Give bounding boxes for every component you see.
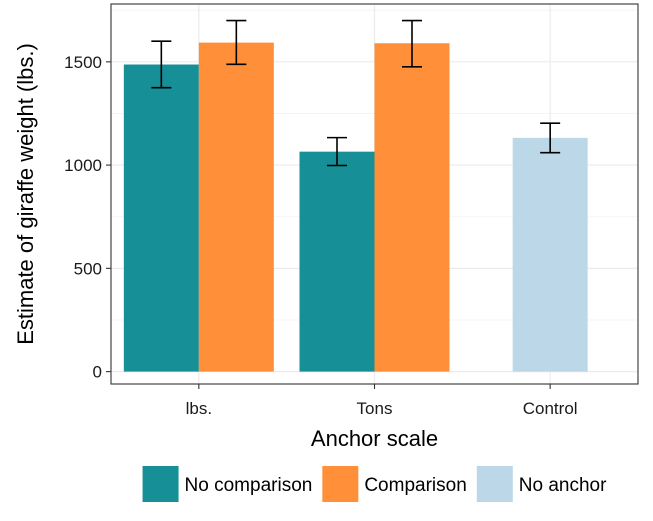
legend-key xyxy=(476,466,513,502)
error-bar xyxy=(226,19,247,66)
bar xyxy=(374,43,450,372)
error-bar xyxy=(151,40,172,89)
bar xyxy=(512,137,588,372)
legend-label: No comparison xyxy=(185,475,313,496)
legend-key xyxy=(322,466,359,502)
bar xyxy=(198,42,274,372)
legend: No comparison Comparison No anchor xyxy=(142,466,607,502)
error-bars xyxy=(151,19,561,167)
bar xyxy=(299,151,375,372)
bar xyxy=(123,64,199,372)
legend-item: No comparison xyxy=(142,466,313,502)
legend-key xyxy=(142,466,179,502)
error-bar xyxy=(540,122,561,154)
bars xyxy=(123,42,588,372)
y-tick-label: 500 xyxy=(74,259,102,278)
legend-label: No anchor xyxy=(519,475,607,496)
y-axis-title: Estimate of giraffe weight (lbs.) xyxy=(13,43,38,345)
legend-item: No anchor xyxy=(476,466,607,502)
legend-label: Comparison xyxy=(364,475,466,496)
x-axis-title: Anchor scale xyxy=(311,426,438,451)
y-tick-label: 0 xyxy=(93,363,102,382)
y-tick-label: 1000 xyxy=(64,156,102,175)
x-axis: lbs. Tons Control xyxy=(186,384,578,418)
error-bar xyxy=(327,136,347,167)
y-tick-label: 1500 xyxy=(64,53,102,72)
y-axis: 0 500 1000 1500 xyxy=(64,53,111,382)
x-tick-label: lbs. xyxy=(186,399,212,418)
error-bar xyxy=(402,19,422,68)
x-tick-label: Tons xyxy=(357,399,393,418)
legend-item: Comparison xyxy=(322,466,467,502)
x-tick-label: Control xyxy=(523,399,578,418)
